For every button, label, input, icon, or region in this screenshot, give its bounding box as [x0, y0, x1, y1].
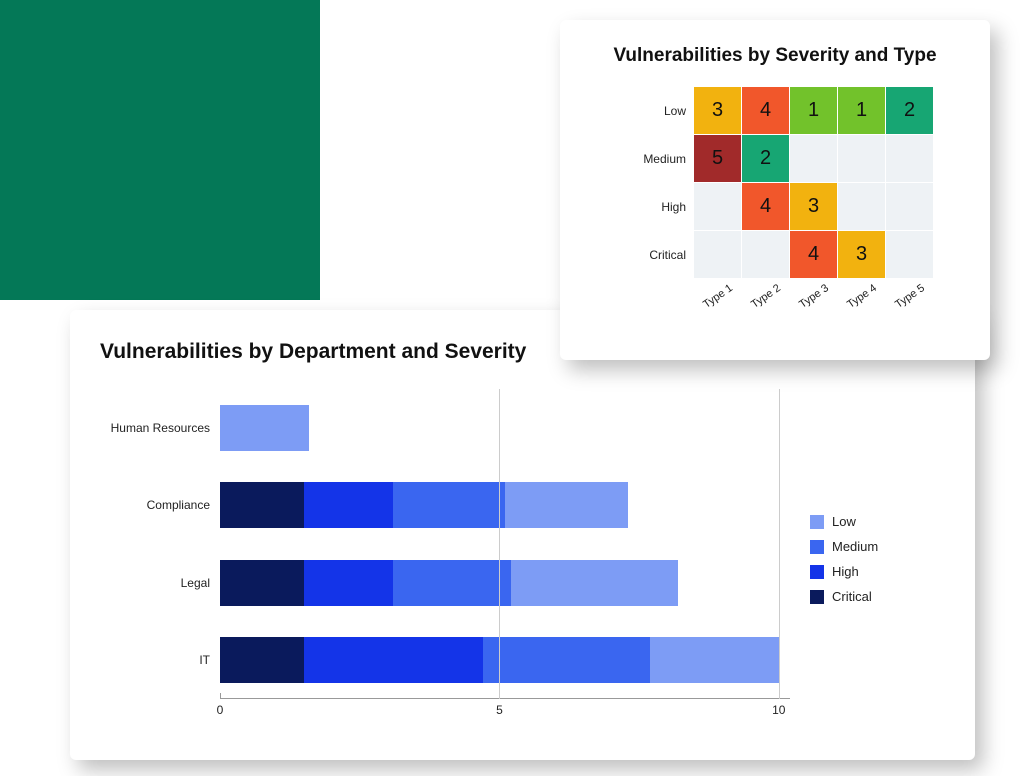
heatmap-row: Low34112: [616, 87, 934, 135]
legend-label: Medium: [832, 539, 878, 554]
bar-row-label: Compliance: [100, 498, 210, 512]
heatmap-row: Medium52: [616, 135, 934, 183]
bar-segment-low: [511, 560, 679, 606]
bar-row: Legal: [220, 544, 790, 622]
heatmap-cell: 4: [790, 231, 838, 279]
bar-segment-critical: [220, 560, 304, 606]
legend-item-low: Low: [810, 514, 960, 529]
bar-segment-critical: [220, 637, 304, 683]
bar-chart-plot: Human ResourcesComplianceLegalIT 0510: [100, 389, 790, 729]
heatmap-cell: [886, 231, 934, 279]
heatmap-row-label: High: [616, 200, 694, 214]
heatmap-area: Low34112Medium52High43Critical43Type 1Ty…: [585, 87, 965, 305]
legend-label: Critical: [832, 589, 872, 604]
legend-item-medium: Medium: [810, 539, 960, 554]
bar-segment-high: [304, 482, 393, 528]
heatmap-cell: [886, 183, 934, 231]
bar-row-label: Legal: [100, 576, 210, 590]
bar-chart-xtick-label: 0: [217, 703, 224, 717]
heatmap-cell: [694, 231, 742, 279]
bar-chart-gridline: [779, 389, 780, 699]
heatmap-cell: [838, 135, 886, 183]
bar-chart-xtick-label: 5: [496, 703, 503, 717]
heatmap-title: Vulnerabilities by Severity and Type: [585, 45, 965, 67]
heatmap-cell: 1: [838, 87, 886, 135]
bar-track: [220, 405, 790, 451]
legend-label: Low: [832, 514, 856, 529]
heatmap-row-label: Critical: [616, 248, 694, 262]
heatmap-cell: 3: [838, 231, 886, 279]
bar-chart-area: Human ResourcesComplianceLegalIT 0510 Lo…: [100, 389, 945, 729]
heatmap-cell: 3: [790, 183, 838, 231]
bar-row-label: IT: [100, 653, 210, 667]
heatmap-cell: 4: [742, 183, 790, 231]
heatmap-cell: [694, 183, 742, 231]
heatmap-cell: [838, 183, 886, 231]
legend-swatch: [810, 540, 824, 554]
bar-segment-medium: [393, 482, 505, 528]
heatmap-xlabels: Type 1Type 2Type 3Type 4Type 5: [686, 285, 934, 305]
bar-segment-low: [220, 405, 309, 451]
bar-segment-medium: [483, 637, 651, 683]
heatmap-cell: 2: [886, 87, 934, 135]
bar-segment-low: [505, 482, 628, 528]
heatmap-row-label: Low: [616, 104, 694, 118]
heatmap-cell: [886, 135, 934, 183]
heatmap-cell: 2: [742, 135, 790, 183]
bar-segment-low: [650, 637, 779, 683]
heatmap-cell: 5: [694, 135, 742, 183]
heatmap-cell: 4: [742, 87, 790, 135]
bar-chart-xtick: [220, 693, 221, 699]
bar-row: Human Resources: [220, 389, 790, 467]
bar-chart-xtick-label: 10: [772, 703, 785, 717]
bar-segment-high: [304, 637, 483, 683]
heatmap-cell: 3: [694, 87, 742, 135]
bar-chart-gridline: [499, 389, 500, 699]
legend-swatch: [810, 590, 824, 604]
bar-chart-xaxis: 0 5 10: [220, 698, 790, 729]
legend-label: High: [832, 564, 859, 579]
legend-item-high: High: [810, 564, 960, 579]
bar-chart-card: Vulnerabilities by Department and Severi…: [70, 310, 975, 760]
bar-track: [220, 482, 790, 528]
bar-segment-medium: [393, 560, 510, 606]
bar-segment-critical: [220, 482, 304, 528]
bar-track: [220, 560, 790, 606]
legend-item-critical: Critical: [810, 589, 960, 604]
legend-swatch: [810, 515, 824, 529]
heatmap-cell: [790, 135, 838, 183]
accent-block: [0, 0, 320, 300]
bar-segment-high: [304, 560, 393, 606]
legend-swatch: [810, 565, 824, 579]
bar-track: [220, 637, 790, 683]
bar-chart-legend: Low Medium High Critical: [790, 389, 960, 729]
bar-row: Compliance: [220, 467, 790, 545]
heatmap-row-label: Medium: [616, 152, 694, 166]
heatmap-row: High 43: [616, 183, 934, 231]
bar-row: IT: [220, 622, 790, 700]
heatmap-cell: [742, 231, 790, 279]
heatmap-cell: 1: [790, 87, 838, 135]
heatmap-card: Vulnerabilities by Severity and Type Low…: [560, 20, 990, 360]
bar-row-label: Human Resources: [100, 421, 210, 435]
